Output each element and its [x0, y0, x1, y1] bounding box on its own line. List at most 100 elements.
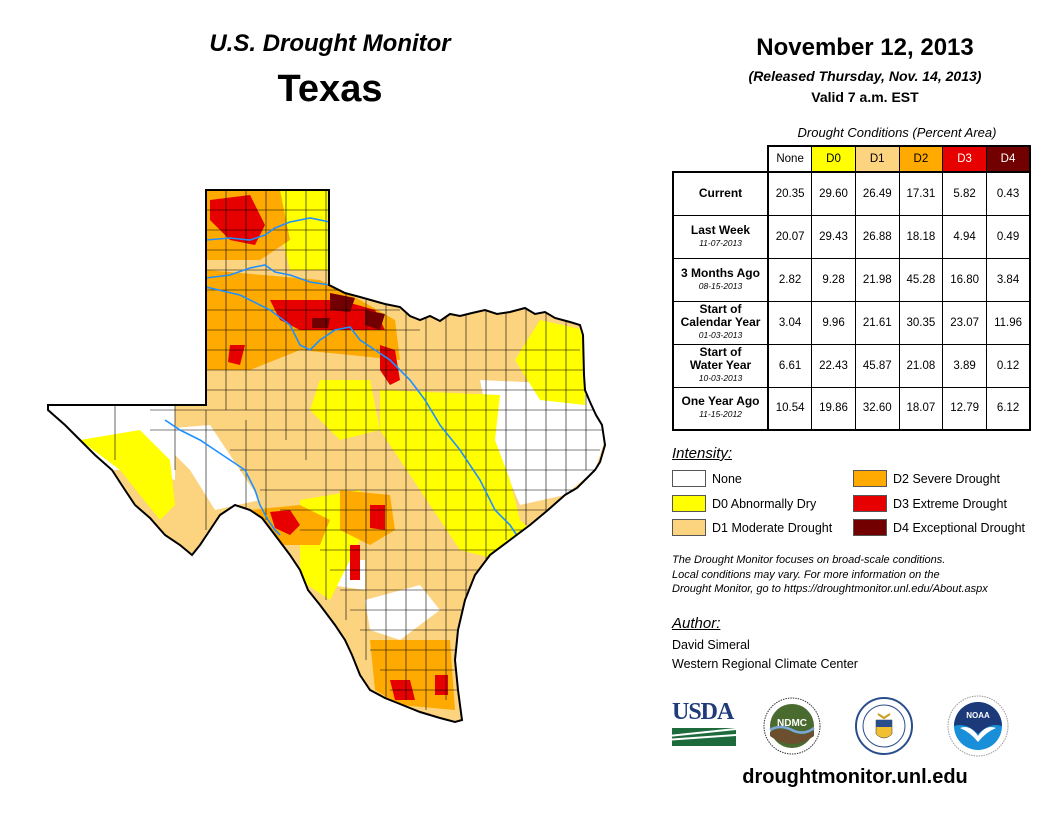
column-header-d1: D1: [854, 145, 900, 173]
author-name: David Simeral: [672, 638, 750, 652]
noaa-logo-text: NOAA: [966, 711, 990, 720]
table-cell: 16.80: [942, 257, 987, 302]
row-label-text: 3 Months Ago: [681, 265, 760, 280]
row-label-text-2: Water Year: [689, 358, 752, 372]
table-cell: 11.96: [985, 300, 1032, 345]
table-cell: 3.04: [767, 300, 813, 345]
table-cell: 30.35: [898, 300, 944, 345]
table-cell: 18.18: [898, 214, 944, 259]
d3-area-north: [270, 300, 385, 330]
column-header-d2: D2: [898, 145, 944, 173]
none-area-east: [480, 380, 605, 505]
table-cell: 0.43: [985, 171, 1032, 216]
noaa-logo: NOAA: [947, 695, 1009, 757]
county-lines: [114, 190, 605, 710]
release-date: (Released Thursday, Nov. 14, 2013): [748, 68, 982, 84]
table-cell: 9.96: [811, 300, 856, 345]
ndmc-logo: NDMC: [763, 697, 821, 755]
column-header-none: None: [767, 145, 813, 173]
author-org: Western Regional Climate Center: [672, 657, 858, 671]
table-cell: 21.98: [854, 257, 900, 302]
drought-conditions-table: None D0 D1 D2 D3 D4 Current 20.35 29.60 26.…: [672, 145, 1032, 431]
d0-area-central: [380, 390, 540, 560]
ndmc-logo-text: NDMC: [777, 718, 807, 729]
table-row: Start of Water Year 10-03-2013 6.61 22.43 45.…: [672, 343, 1032, 388]
table-cell: 0.12: [985, 343, 1032, 388]
texas-state-border: [47, 189, 607, 724]
row-date: 11-07-2013: [699, 237, 742, 248]
table-cell: 26.88: [854, 214, 900, 259]
row-date: 11-15-2012: [699, 409, 742, 420]
table-cell: 6.61: [767, 343, 813, 388]
legend-item-d3: D3 Extreme Drought: [853, 495, 1007, 512]
column-header-d0: D0: [811, 145, 856, 173]
none-area-far-west: [150, 425, 260, 510]
row-label: Start of Calendar Year 01-03-2013: [672, 300, 769, 345]
d3-area-panhandle: [210, 195, 265, 245]
table-cell: 9.28: [811, 257, 856, 302]
legend-title: Intensity:: [672, 445, 733, 462]
legend-swatch: [853, 495, 887, 512]
d2-area-south: [340, 490, 395, 545]
row-label-text: Current: [698, 186, 743, 201]
table-cell: 32.60: [854, 386, 900, 431]
table-cell: 21.08: [898, 343, 944, 388]
table-cell: 29.43: [811, 214, 856, 259]
rivers: [164, 217, 521, 541]
table-row: 3 Months Ago 08-15-2013 2.82 9.28 21.98 45.28…: [672, 257, 1032, 302]
legend-label: D1 Moderate Drought: [712, 520, 833, 535]
table-cell: 6.12: [985, 386, 1032, 431]
table-cell: 45.28: [898, 257, 944, 302]
author-title: Author:: [672, 615, 721, 632]
table-cell: 12.79: [942, 386, 987, 431]
map-date: November 12, 2013: [756, 34, 974, 61]
table-cell: 23.07: [942, 300, 987, 345]
table-cell: 29.60: [811, 171, 856, 216]
table-row: Last Week 11-07-2013 20.07 29.43 26.88 18.18 4…: [672, 214, 1032, 259]
note-line[interactable]: Drought Monitor, go to https://droughtmo…: [672, 583, 988, 595]
table-cell: 26.49: [854, 171, 900, 216]
d3-area-sw: [270, 510, 300, 535]
legend-swatch: [853, 519, 887, 536]
table-row: Start of Calendar Year 01-03-2013 3.04 9.96 2…: [672, 300, 1032, 345]
legend-swatch: [672, 495, 706, 512]
table-cell: 20.35: [767, 171, 813, 216]
table-cell: 5.82: [942, 171, 987, 216]
table-cell: 10.54: [767, 386, 813, 431]
legend-item-d4: D4 Exceptional Drought: [853, 519, 1025, 536]
legend-item-d1: D1 Moderate Drought: [672, 519, 832, 536]
table-cell: 45.87: [854, 343, 900, 388]
website-link[interactable]: droughtmonitor.unl.edu: [742, 766, 968, 788]
row-label: 3 Months Ago 08-15-2013: [672, 257, 769, 302]
disclaimer-note: The Drought Monitor focuses on broad-sca…: [672, 553, 988, 597]
row-date: 10-03-2013: [698, 373, 743, 383]
table-cell: 4.94: [942, 214, 987, 259]
table-row: One Year Ago 11-15-2012 10.54 19.86 32.60 18.…: [672, 386, 1032, 431]
commerce-logo: [855, 697, 913, 755]
usda-logo-text: USDA: [672, 699, 734, 725]
row-date: 01-03-2013: [698, 330, 743, 340]
legend-label: D4 Exceptional Drought: [893, 520, 1026, 535]
red-river-prairie-dog: [205, 264, 331, 286]
map-title: U.S. Drought Monitor: [209, 30, 451, 57]
rio-grande: [164, 419, 281, 536]
legend-item-d2: D2 Severe Drought: [853, 470, 1000, 487]
row-label-text: Last Week: [690, 222, 751, 237]
d2-area-valley: [370, 640, 455, 710]
row-label-text: One Year Ago: [681, 394, 760, 409]
row-label-text: Start of: [699, 302, 742, 316]
table-cell: 17.31: [898, 171, 944, 216]
d0-area-northeast: [515, 320, 585, 405]
d4-area-north3: [312, 318, 330, 328]
table-caption: Drought Conditions (Percent Area): [797, 125, 997, 140]
d3-area-cross-timbers: [380, 345, 400, 385]
row-label: Current: [672, 171, 769, 216]
note-line: Local conditions may vary. For more info…: [672, 568, 940, 581]
valid-time: Valid 7 a.m. EST: [811, 89, 919, 105]
usda-logo: USDA: [672, 700, 736, 748]
usda-logo-field: [672, 728, 736, 746]
d4-area-north2: [365, 310, 385, 330]
note-line: The Drought Monitor focuses on broad-sca…: [672, 554, 946, 566]
table-cell: 2.82: [767, 257, 813, 302]
brazos-river: [205, 286, 521, 541]
